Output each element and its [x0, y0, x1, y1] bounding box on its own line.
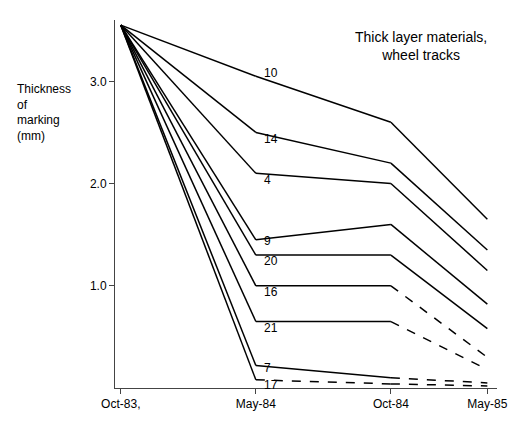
svg-text:4: 4	[264, 173, 271, 187]
svg-text:20: 20	[264, 254, 278, 268]
svg-text:Oct-84: Oct-84	[373, 397, 409, 411]
svg-text:2.0: 2.0	[90, 177, 107, 191]
svg-text:7: 7	[264, 361, 271, 375]
svg-text:21: 21	[264, 321, 278, 335]
svg-text:Thick layer materials,wheel tr: Thick layer materials,wheel tracks	[355, 29, 487, 63]
svg-text:10: 10	[264, 66, 278, 80]
svg-text:Oct-83,: Oct-83,	[101, 397, 140, 411]
svg-text:May-85: May-85	[467, 397, 507, 411]
svg-text:16: 16	[264, 285, 278, 299]
svg-text:3.0: 3.0	[90, 75, 107, 89]
svg-text:17: 17	[264, 378, 278, 392]
svg-text:9: 9	[264, 234, 271, 248]
svg-text:Thicknessofmarking(mm): Thicknessofmarking(mm)	[17, 82, 71, 143]
svg-text:May-84: May-84	[236, 397, 276, 411]
svg-text:1.0: 1.0	[90, 279, 107, 293]
svg-text:14: 14	[264, 132, 278, 146]
